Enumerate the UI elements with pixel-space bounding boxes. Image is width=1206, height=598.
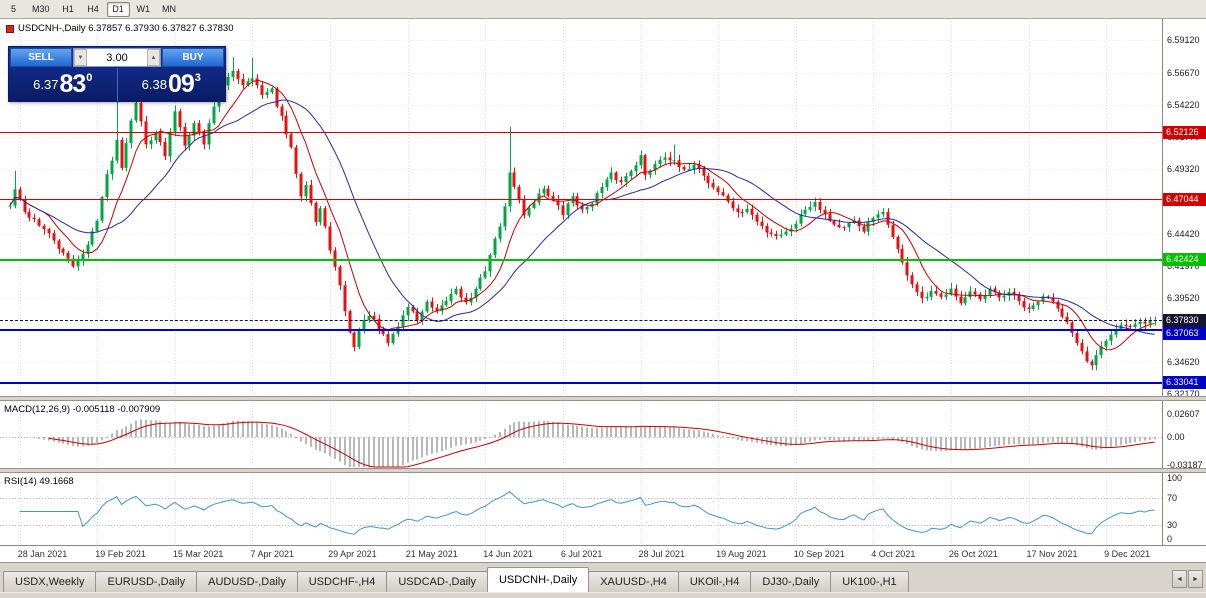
buy-price-big-digits: 09 (167, 70, 195, 98)
date-tick: 19 Aug 2021 (716, 549, 767, 559)
rsi-scale-tick: 30 (1167, 519, 1178, 530)
price-chart-canvas[interactable] (0, 19, 1162, 545)
bottom-tab-uk100-h1[interactable]: UK100-,H1 (830, 571, 909, 592)
status-bar (0, 592, 1206, 598)
macd-scale-tick: 0.00 (1167, 432, 1185, 442)
buy-price-pip-digit: 3 (194, 71, 201, 84)
price-tick: 6.49320 (1167, 164, 1200, 175)
timeframe-toolbar: 5 M30 H1 H4 D1 W1 MN (0, 0, 1206, 19)
price-badge-support-green: 6.42424 (1163, 253, 1206, 267)
price-badge-current-price: 6.37830 (1163, 313, 1206, 327)
rsi-indicator-label: RSI(14) 49.1668 (4, 476, 74, 487)
price-tick: 6.34620 (1167, 357, 1200, 368)
rsi-scale-tick: 70 (1167, 493, 1178, 504)
time-axis[interactable]: 28 Jan 2021 19 Feb 2021 15 Mar 2021 7 Apr 2… (0, 545, 1206, 562)
bottom-tab-eurusd-daily[interactable]: EURUSD-,Daily (95, 571, 198, 592)
date-tick: 9 Dec 2021 (1104, 549, 1151, 559)
rsi-scale-tick: 0 (1167, 534, 1173, 544)
timeframe-button-5[interactable]: 5 (2, 2, 25, 17)
buy-button[interactable]: BUY (162, 48, 224, 67)
macd-scale-tick: -0.03187 (1167, 459, 1203, 470)
price-tick: 6.32170 (1167, 389, 1200, 400)
date-tick: 4 Oct 2021 (871, 549, 916, 559)
chart-symbol-ohlc-text: USDCNH-,Daily 6.37857 6.37930 6.37827 6.… (18, 23, 234, 34)
sell-price-prefix: 6.37 (33, 77, 59, 92)
chart-plot-area: USDCNH-,Daily 6.37857 6.37930 6.37827 6.… (0, 19, 1206, 545)
level-line-support-green[interactable] (0, 258, 1162, 261)
bottom-tab-dj30-daily[interactable]: DJ30-,Daily (750, 571, 832, 592)
date-tick: 7 Apr 2021 (250, 549, 295, 559)
one-click-trading-panel: SELL ▼ 3.00 ▲ BUY 6.37 83 0 6.38 09 3 (8, 46, 226, 102)
volume-decrease-button[interactable]: ▼ (74, 49, 87, 66)
timeframe-button-m30[interactable]: M30 (27, 2, 55, 17)
volume-control[interactable]: ▼ 3.00 ▲ (73, 48, 161, 67)
panel-separator-macd[interactable] (0, 396, 1206, 401)
timeframe-button-h4[interactable]: H4 (82, 2, 105, 17)
date-tick: 15 Mar 2021 (172, 549, 224, 559)
date-tick: 21 May 2021 (405, 549, 458, 559)
bottom-tab-usdx-weekly[interactable]: USDX,Weekly (3, 571, 97, 592)
macd-scale-tick: 0.02607 (1167, 409, 1200, 420)
price-tick: 6.39520 (1167, 292, 1200, 303)
timeframe-button-h1[interactable]: H1 (57, 2, 80, 17)
chart-symbol-header: USDCNH-,Daily 6.37857 6.37930 6.37827 6.… (6, 23, 233, 34)
volume-value[interactable]: 3.00 (106, 51, 128, 64)
price-badge-resistance-lower: 6.47044 (1163, 192, 1206, 206)
date-tick: 6 Jul 2021 (560, 549, 603, 559)
bottom-tab-ukoil-h4[interactable]: UKOil-,H4 (677, 571, 752, 592)
date-tick: 17 Nov 2021 (1026, 549, 1078, 559)
bottom-tab-usdchf-h4[interactable]: USDCHF-,H4 (296, 571, 388, 592)
price-axis[interactable]: 6.591206.566706.542206.517706.493206.468… (1162, 19, 1206, 545)
date-tick: 29 Apr 2021 (328, 549, 377, 559)
panel-separator-rsi[interactable] (0, 468, 1206, 473)
timeframe-button-w1[interactable]: W1 (132, 2, 156, 17)
sell-price-pip-digit: 0 (86, 71, 93, 84)
tab-scroll-controls: ◄ ► (1172, 570, 1203, 588)
date-tick: 28 Jul 2021 (638, 549, 686, 559)
level-line-resistance-upper[interactable] (0, 131, 1162, 133)
timeframe-button-mn[interactable]: MN (157, 2, 181, 17)
rsi-scale-tick: 100 (1167, 473, 1183, 483)
tab-scroll-right-button[interactable]: ► (1188, 570, 1203, 588)
level-line-support-blue-upper[interactable] (0, 329, 1162, 332)
bottom-tab-usdcnh-daily[interactable]: USDCNH-,Daily (486, 567, 590, 592)
buy-price-prefix: 6.38 (141, 77, 167, 92)
date-tick: 14 Jun 2021 (483, 549, 533, 559)
level-line-support-blue-lower[interactable] (0, 381, 1162, 384)
bottom-tab-xauusd-h4[interactable]: XAUUSD-,H4 (588, 571, 679, 592)
level-line-current-price[interactable] (0, 319, 1162, 321)
date-tick: 10 Sep 2021 (793, 549, 845, 559)
price-badge-support-blue-lower: 6.33041 (1163, 376, 1206, 390)
buy-price-display: 6.38 09 3 (118, 68, 226, 101)
sell-button[interactable]: SELL (10, 48, 72, 67)
price-tick: 6.44420 (1167, 228, 1200, 239)
tab-scroll-left-button[interactable]: ◄ (1172, 570, 1187, 588)
timeframe-button-d1[interactable]: D1 (106, 1, 130, 17)
date-tick: 28 Jan 2021 (17, 549, 68, 559)
volume-increase-button[interactable]: ▲ (147, 49, 160, 66)
price-tick: 6.59120 (1167, 35, 1200, 46)
sell-price-big-digits: 83 (59, 70, 86, 98)
chart-tab-bar: USDX,Weekly EURUSD-,Daily AUDUSD-,Daily USD… (0, 562, 1206, 592)
chart-symbol-icon (6, 24, 14, 33)
date-tick: 19 Feb 2021 (95, 549, 146, 559)
date-tick: 26 Oct 2021 (948, 549, 998, 559)
price-divider (116, 68, 118, 101)
level-line-resistance-lower[interactable] (0, 198, 1162, 200)
price-badge-resistance-upper: 6.52126 (1163, 125, 1206, 139)
bottom-tab-usdcad-daily[interactable]: USDCAD-,Daily (386, 571, 488, 592)
bottom-tab-audusd-daily[interactable]: AUDUSD-,Daily (196, 571, 298, 592)
price-tick: 6.56670 (1167, 67, 1200, 78)
sell-price-display: 6.37 83 0 (9, 68, 117, 101)
macd-indicator-label: MACD(12,26,9) -0.005118 -0.007909 (4, 404, 161, 415)
price-tick: 6.54220 (1167, 99, 1200, 110)
price-badge-support-blue-upper: 6.37063 (1163, 326, 1206, 340)
